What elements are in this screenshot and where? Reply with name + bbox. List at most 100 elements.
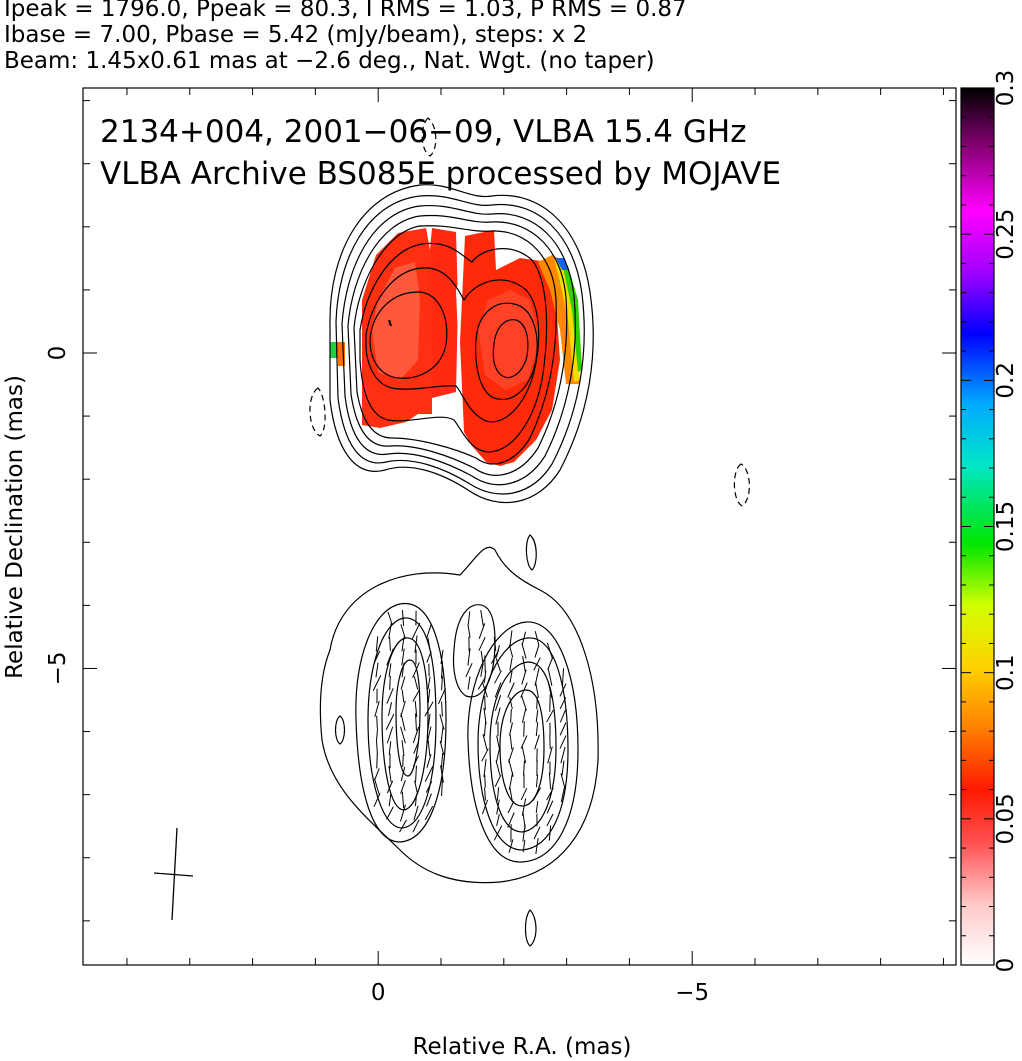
evpa-vector	[441, 661, 443, 679]
evpa-vector	[546, 813, 554, 827]
evpa-vector	[521, 669, 527, 685]
evpa-vector	[477, 676, 487, 690]
evpa-vector	[439, 714, 445, 730]
evpa-vector	[400, 780, 406, 794]
evpa-vector	[546, 642, 554, 660]
evpa-vector	[399, 819, 407, 833]
evpa-vector	[483, 721, 487, 737]
evpa-vector	[427, 637, 431, 651]
evpa-vector	[401, 636, 405, 652]
header-line-1: Ipeak = 1796.0, Ppeak = 80.3, I RMS = 1.…	[4, 0, 687, 22]
evpa-vector	[467, 611, 471, 625]
lower-contour-small-bottom	[524, 909, 537, 947]
evpa-vector	[400, 624, 406, 638]
peak-marker	[388, 319, 392, 327]
evpa-vector	[401, 689, 405, 703]
y-tick-label: −5	[45, 652, 71, 686]
evpa-vector	[412, 726, 420, 744]
lower-contour-mid	[452, 604, 496, 698]
evpa-vector	[482, 733, 488, 751]
evpa-vector	[493, 637, 497, 651]
evpa-vector	[509, 696, 513, 710]
evpa-vector	[547, 746, 553, 764]
evpa-vector	[561, 760, 565, 776]
evpa-vector	[426, 651, 432, 663]
contour-level-9	[475, 302, 538, 400]
evpa-vector	[438, 687, 446, 705]
lower-contour-left-3	[381, 637, 429, 811]
evpa-contours-panel	[319, 534, 599, 947]
evpa-vector	[467, 624, 471, 638]
evpa-vector	[414, 793, 418, 807]
lower-contour-right-3	[489, 661, 557, 833]
colorbar-tick-label: 0.1	[993, 654, 1019, 691]
evpa-vector	[374, 700, 380, 718]
evpa-vector	[412, 662, 420, 678]
evpa-vector	[559, 696, 567, 710]
evpa-vector	[426, 754, 432, 768]
evpa-vector	[412, 755, 420, 767]
source-annotation-line-2: VLBA Archive BS085E processed by MOJAVE	[100, 156, 781, 192]
evpa-vector	[389, 637, 391, 651]
evpa-vector	[534, 734, 540, 750]
evpa-vector	[535, 709, 539, 723]
evpa-vector	[547, 668, 553, 686]
evpa-vector	[376, 715, 378, 729]
lower-contour-small-left	[334, 715, 346, 745]
evpa-vector	[523, 721, 525, 737]
evpa-vector	[533, 657, 541, 671]
colorbar-tick-label: 0.05	[993, 793, 1019, 844]
pol-pixel-green	[330, 342, 338, 358]
evpa-vector	[490, 650, 500, 664]
lower-contour-outer	[319, 546, 599, 884]
evpa-vector	[386, 806, 394, 820]
evpa-vector	[388, 793, 392, 807]
evpa-vector	[426, 793, 432, 807]
evpa-vector	[413, 742, 419, 754]
contour-level-10	[492, 319, 529, 379]
pol-region-west-edge-yellow	[554, 258, 580, 382]
evpa-vector	[440, 726, 444, 744]
evpa-vector	[415, 713, 417, 731]
plot-frame	[82, 87, 957, 966]
evpa-vector	[441, 675, 443, 691]
evpa-vector	[507, 682, 515, 698]
evpa-vector	[373, 778, 381, 796]
evpa-vector	[478, 623, 486, 639]
pol-region-west-light	[478, 290, 540, 390]
total-intensity-contours	[329, 184, 594, 504]
colorbar-tick-label: 0.15	[993, 501, 1019, 552]
evpa-vector	[401, 662, 405, 678]
evpa-vector	[546, 800, 554, 814]
evpa-vector	[548, 825, 552, 841]
evpa-vector	[481, 748, 489, 762]
evpa-vector	[484, 787, 486, 801]
contour-level-4	[347, 214, 568, 476]
evpa-vector	[495, 656, 501, 672]
negative-contour-1	[309, 387, 326, 437]
evpa-vector	[533, 826, 541, 840]
evpa-vector	[400, 767, 406, 781]
evpa-vector	[532, 787, 542, 801]
evpa-vector	[496, 813, 500, 827]
evpa-vector	[465, 662, 473, 678]
evpa-vector	[521, 631, 527, 645]
colorbar-ticks	[961, 87, 994, 966]
colorbar-tick-label: 0.2	[993, 362, 1019, 399]
evpa-vector	[484, 695, 486, 711]
evpa-vector	[535, 682, 539, 698]
frame-ticks	[83, 88, 956, 965]
evpa-vector	[509, 630, 513, 646]
colorbar-tick-label: 0.3	[993, 70, 1019, 107]
evpa-vector	[547, 658, 553, 670]
evpa-vector	[388, 766, 392, 782]
evpa-vector	[426, 624, 432, 638]
evpa-vector	[496, 787, 500, 801]
evpa-vector	[440, 752, 444, 770]
evpa-vector	[535, 838, 539, 854]
evpa-vector	[509, 657, 513, 671]
evpa-vector	[401, 648, 405, 666]
evpa-vector	[559, 722, 567, 736]
evpa-vector	[440, 649, 444, 665]
pol-pixel-orange	[338, 342, 345, 366]
